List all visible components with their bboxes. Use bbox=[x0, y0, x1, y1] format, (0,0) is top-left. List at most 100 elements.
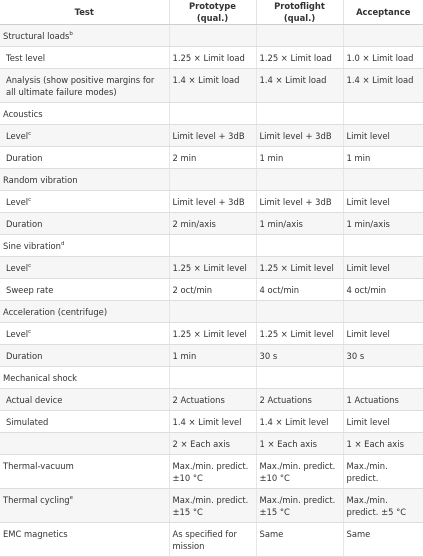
protoflight-cell: 1 min bbox=[256, 147, 343, 169]
row-label: Analysis (show positive margins for all … bbox=[0, 69, 169, 103]
row-label: Levelc bbox=[0, 257, 169, 279]
prototype-cell bbox=[169, 169, 256, 191]
row-label: Thermal cyclinge bbox=[0, 489, 169, 523]
row-label-text: Sweep rate bbox=[6, 285, 53, 295]
protoflight-cell: 1.25 × Limit level bbox=[256, 257, 343, 279]
prototype-cell: As specified for mission bbox=[169, 523, 256, 557]
protoflight-cell: 4 oct/min bbox=[256, 279, 343, 301]
acceptance-cell bbox=[343, 235, 423, 257]
row-label-text: Structural loads bbox=[3, 31, 69, 41]
row-label-text: Random vibration bbox=[3, 175, 78, 185]
acceptance-cell: Limit level bbox=[343, 411, 423, 433]
prototype-cell bbox=[169, 301, 256, 323]
footnote-marker: b bbox=[69, 31, 73, 37]
table-row: Duration 1 min 30 s 30 s bbox=[0, 345, 423, 367]
prototype-cell: 1.25 × Limit level bbox=[169, 323, 256, 345]
table-section-row: EMC magnetics As specified for mission Sam… bbox=[0, 523, 423, 557]
row-label: EMC magnetics bbox=[0, 523, 169, 557]
protoflight-cell: 1.25 × Limit level bbox=[256, 323, 343, 345]
protoflight-cell bbox=[256, 25, 343, 47]
row-label-text: Simulated bbox=[6, 417, 48, 427]
table-body: Structural loadsb Test level 1.25 × Limit … bbox=[0, 25, 423, 557]
table-section-row: Structural loadsb bbox=[0, 25, 423, 47]
table-section-row: Acoustics bbox=[0, 103, 423, 125]
acceptance-cell: 4 oct/min bbox=[343, 279, 423, 301]
table-section-row: Thermal-vacuum Max./min. predict. ±10 °C M… bbox=[0, 455, 423, 489]
row-label bbox=[0, 433, 169, 455]
protoflight-cell bbox=[256, 367, 343, 389]
protoflight-cell: 30 s bbox=[256, 345, 343, 367]
prototype-cell: Max./min. predict. ±15 °C bbox=[169, 489, 256, 523]
row-label-text: Duration bbox=[6, 153, 42, 163]
row-label-text: EMC magnetics bbox=[3, 529, 68, 539]
row-label: Actual device bbox=[0, 389, 169, 411]
table-section-row: Acceleration (centrifuge) bbox=[0, 301, 423, 323]
table-row: Levelc 1.25 × Limit level 1.25 × Limit lev… bbox=[0, 323, 423, 345]
acceptance-cell: 1 × Each axis bbox=[343, 433, 423, 455]
acceptance-cell: Limit level bbox=[343, 191, 423, 213]
footnote-marker: c bbox=[28, 131, 31, 137]
protoflight-cell: 1 × Each axis bbox=[256, 433, 343, 455]
acceptance-cell: 1.0 × Limit load bbox=[343, 47, 423, 69]
table-section-row: Sine vibrationd bbox=[0, 235, 423, 257]
acceptance-cell: 1 min bbox=[343, 147, 423, 169]
acceptance-cell bbox=[343, 301, 423, 323]
prototype-cell: Limit level + 3dB bbox=[169, 191, 256, 213]
footnote-marker: c bbox=[28, 329, 31, 335]
prototype-cell: 1.25 × Limit load bbox=[169, 47, 256, 69]
prototype-cell: 1.25 × Limit level bbox=[169, 257, 256, 279]
acceptance-cell: Max./min. predict. bbox=[343, 455, 423, 489]
acceptance-cell: 1.4 × Limit load bbox=[343, 69, 423, 103]
protoflight-cell: 1.25 × Limit load bbox=[256, 47, 343, 69]
column-header-prototype: Prototype (qual.) bbox=[169, 0, 256, 25]
protoflight-cell: Limit level + 3dB bbox=[256, 191, 343, 213]
footnote-marker: c bbox=[28, 197, 31, 203]
row-label-text: Analysis (show positive margins for all … bbox=[6, 75, 154, 97]
row-label: Sine vibrationd bbox=[0, 235, 169, 257]
footnote-marker: c bbox=[28, 263, 31, 269]
row-label: Random vibration bbox=[0, 169, 169, 191]
acceptance-cell: Same bbox=[343, 523, 423, 557]
row-label: Structural loadsb bbox=[0, 25, 169, 47]
acceptance-cell: Limit level bbox=[343, 323, 423, 345]
prototype-cell: 1 min bbox=[169, 345, 256, 367]
row-label-text: Level bbox=[6, 263, 28, 273]
row-label: Test level bbox=[0, 47, 169, 69]
prototype-cell: 2 min/axis bbox=[169, 213, 256, 235]
table-row: Test level 1.25 × Limit load 1.25 × Limit … bbox=[0, 47, 423, 69]
protoflight-cell bbox=[256, 235, 343, 257]
table-section-row: Thermal cyclinge Max./min. predict. ±15 °… bbox=[0, 489, 423, 523]
row-label: Duration bbox=[0, 147, 169, 169]
table-row: Levelc 1.25 × Limit level 1.25 × Limit lev… bbox=[0, 257, 423, 279]
acceptance-cell: 30 s bbox=[343, 345, 423, 367]
row-label-text: Mechanical shock bbox=[3, 373, 77, 383]
row-label: Acceleration (centrifuge) bbox=[0, 301, 169, 323]
row-label-text: Actual device bbox=[6, 395, 62, 405]
protoflight-cell: Limit level + 3dB bbox=[256, 125, 343, 147]
acceptance-cell bbox=[343, 169, 423, 191]
prototype-cell: 2 Actuations bbox=[169, 389, 256, 411]
table-section-row: Random vibration bbox=[0, 169, 423, 191]
footnote-marker: d bbox=[61, 241, 65, 247]
prototype-cell: 1.4 × Limit load bbox=[169, 69, 256, 103]
row-label: Sweep rate bbox=[0, 279, 169, 301]
column-header-protoflight: Protoflight (qual.) bbox=[256, 0, 343, 25]
acceptance-cell: 1 min/axis bbox=[343, 213, 423, 235]
table-section-row: Mechanical shock bbox=[0, 367, 423, 389]
acceptance-cell bbox=[343, 25, 423, 47]
protoflight-cell: 1 min/axis bbox=[256, 213, 343, 235]
row-label: Duration bbox=[0, 345, 169, 367]
acceptance-cell bbox=[343, 103, 423, 125]
table-row: Levelc Limit level + 3dB Limit level + 3dB… bbox=[0, 191, 423, 213]
row-label-text: Duration bbox=[6, 219, 42, 229]
row-label-text: Sine vibration bbox=[3, 241, 61, 251]
row-label-text: Acoustics bbox=[3, 109, 43, 119]
protoflight-cell bbox=[256, 103, 343, 125]
prototype-cell bbox=[169, 367, 256, 389]
row-label-text: Thermal-vacuum bbox=[3, 461, 74, 471]
row-label-text: Level bbox=[6, 131, 28, 141]
table-row: Levelc Limit level + 3dB Limit level + 3dB… bbox=[0, 125, 423, 147]
prototype-cell: 2 oct/min bbox=[169, 279, 256, 301]
prototype-cell bbox=[169, 235, 256, 257]
